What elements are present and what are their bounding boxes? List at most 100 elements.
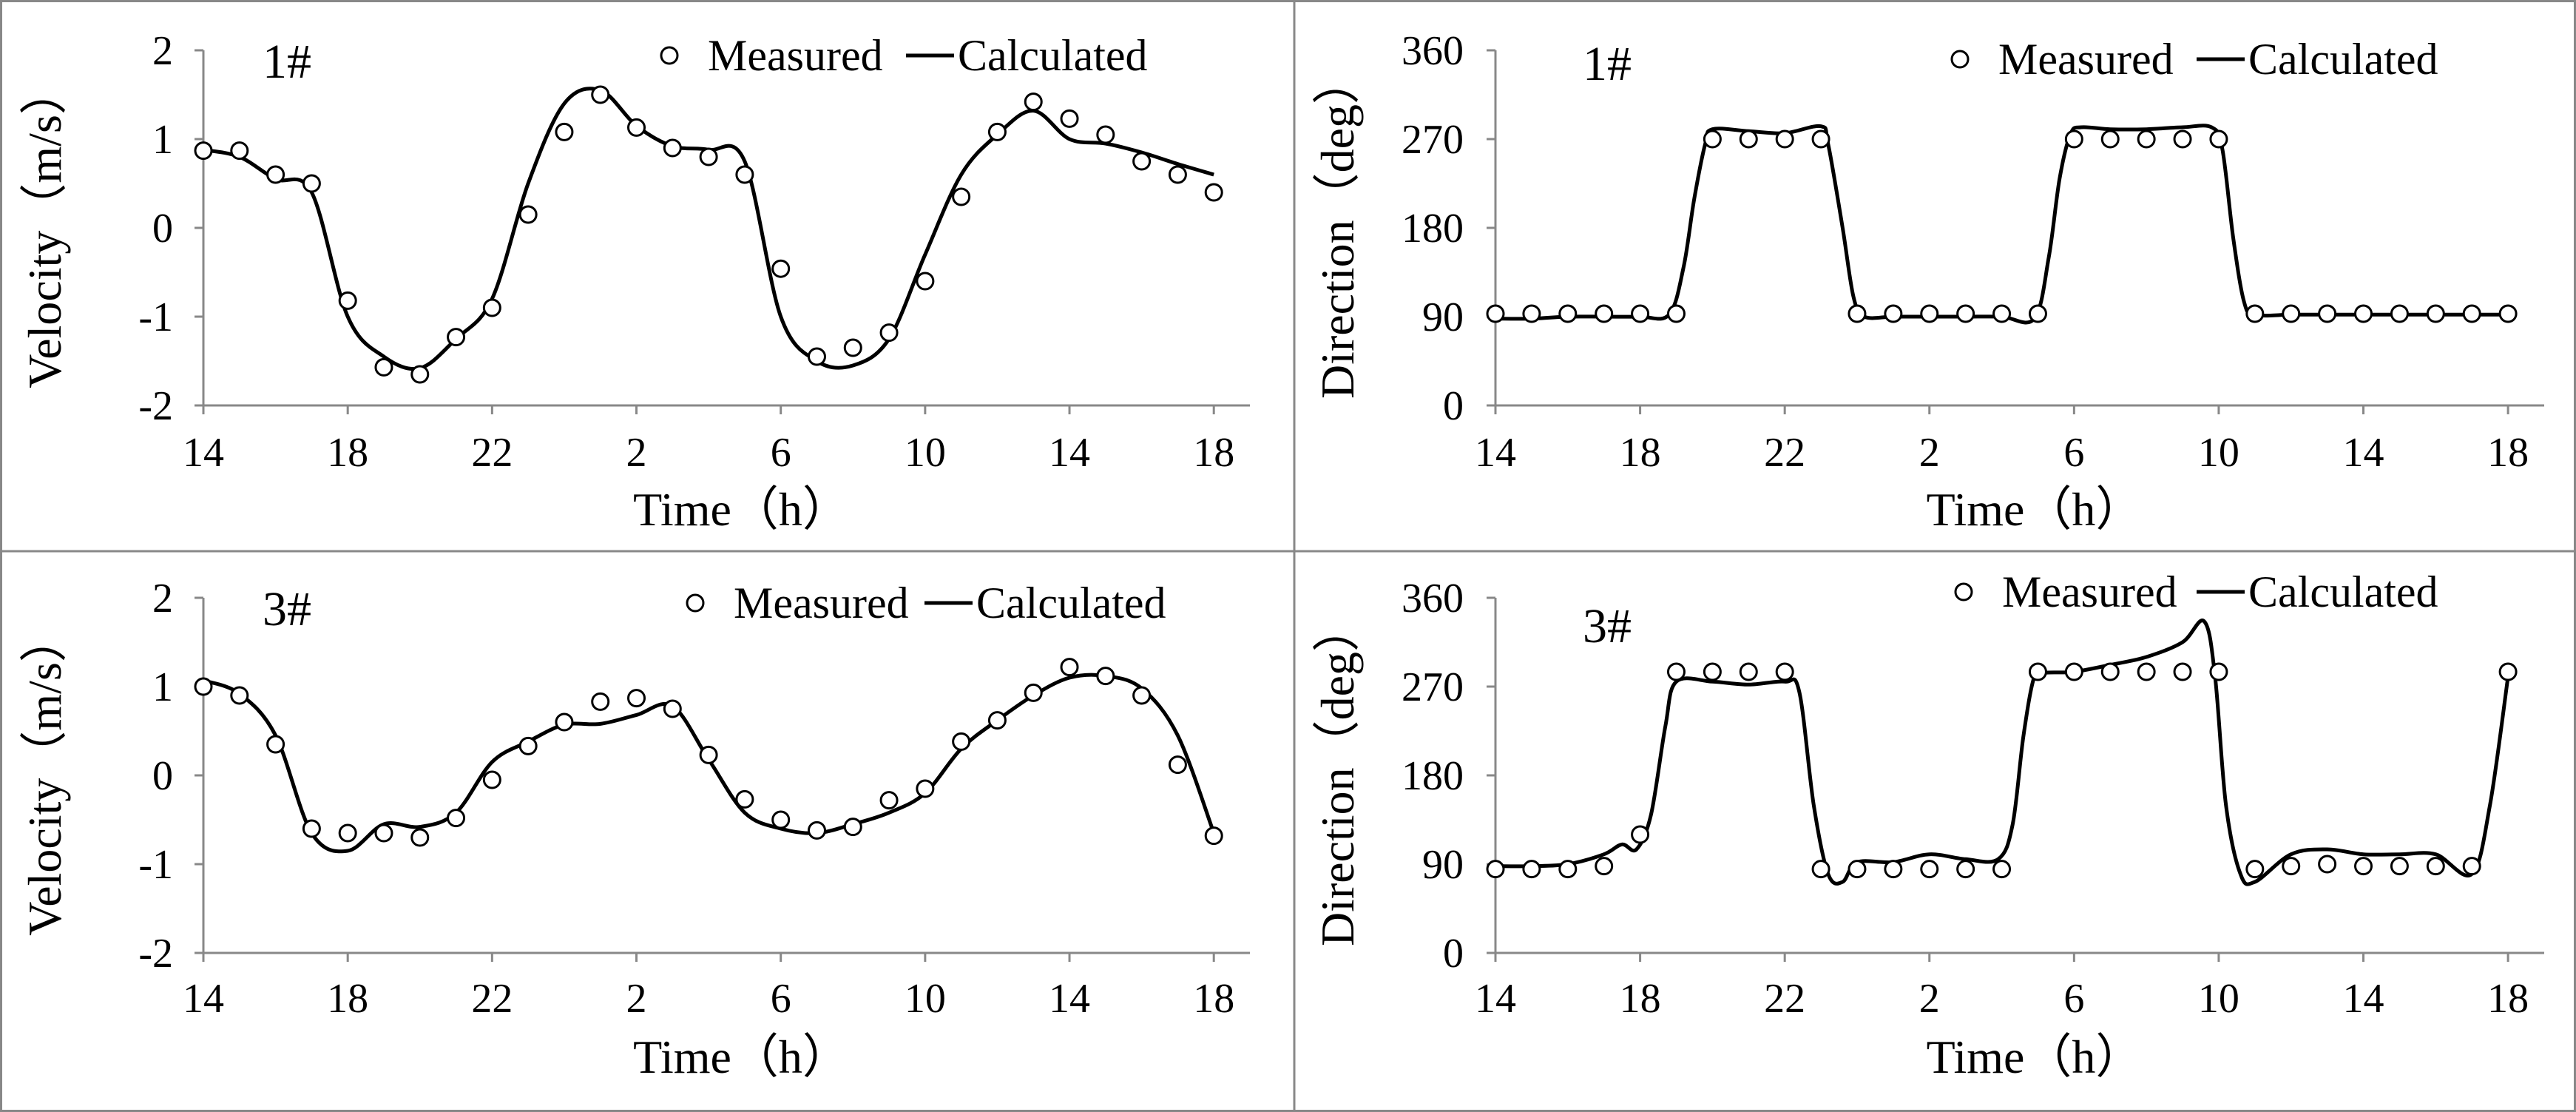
measured-point <box>2245 860 2265 879</box>
x-tick-label: 18 <box>1193 976 1234 1022</box>
measured-point <box>482 770 501 789</box>
measured-point <box>1884 860 1903 879</box>
measured-point <box>555 712 574 732</box>
x-axis-label: Time（h） <box>1927 483 2143 536</box>
measured-point <box>2426 857 2445 876</box>
measured-point <box>1595 857 1614 876</box>
measured-point <box>1848 860 1867 879</box>
measured-point <box>2245 304 2265 323</box>
measured-point <box>1992 860 2012 879</box>
measured-point <box>735 165 754 184</box>
x-axis-label: Time（h） <box>633 483 850 536</box>
measured-point <box>1631 304 1650 323</box>
measured-point <box>1024 92 1043 112</box>
measured-point <box>879 791 899 810</box>
x-tick-label: 2 <box>626 976 647 1022</box>
measured-point <box>194 141 213 161</box>
measured-point <box>627 689 646 708</box>
measured-point <box>2318 304 2337 323</box>
measured-point <box>952 732 971 751</box>
measured-point <box>1558 304 1578 323</box>
measured-point <box>2354 857 2373 876</box>
measured-point <box>663 138 682 158</box>
measured-point <box>1096 667 1115 686</box>
x-axis-label: Time（h） <box>1927 1031 2143 1083</box>
measured-point <box>2100 129 2120 149</box>
x-tick-label: 6 <box>771 430 791 476</box>
panel-tag: 3# <box>263 582 311 636</box>
y-tick-label: 0 <box>1443 383 1464 429</box>
measured-point <box>807 347 826 366</box>
x-tick-label: 22 <box>471 976 513 1022</box>
measured-point <box>2173 129 2192 149</box>
y-axis-label: Direction（deg） <box>1311 604 1364 946</box>
legend-measured-label: Measured <box>1998 35 2174 84</box>
measured-point <box>555 122 574 141</box>
legend-measured-marker <box>686 593 705 613</box>
x-tick-label: 18 <box>1620 976 1661 1022</box>
y-tick-label: -1 <box>138 294 173 340</box>
measured-point <box>1024 683 1043 702</box>
x-tick-label: 14 <box>1475 430 1516 476</box>
x-tick-label: 14 <box>2343 976 2384 1022</box>
y-tick-label: 90 <box>1422 294 1464 340</box>
measured-point <box>2137 662 2156 681</box>
measured-point <box>1204 183 1223 202</box>
x-tick-label: 22 <box>471 430 513 476</box>
measured-point <box>1060 658 1079 677</box>
measured-point <box>2028 662 2047 681</box>
y-tick-label: 0 <box>1443 931 1464 977</box>
measured-point <box>2209 662 2228 681</box>
legend-calculated-label: Calculated <box>2248 567 2438 616</box>
measured-point <box>843 818 862 837</box>
measured-point <box>410 365 430 384</box>
legend-calculated-label: Calculated <box>2248 35 2438 84</box>
measured-point <box>2318 855 2337 874</box>
measured-point <box>1522 860 1541 879</box>
measured-point <box>2354 304 2373 323</box>
y-tick-label: -1 <box>138 842 173 888</box>
measured-point <box>1703 662 1722 681</box>
measured-point <box>2064 129 2083 149</box>
measured-point <box>699 147 718 166</box>
measured-point <box>1811 860 1830 879</box>
measured-point <box>1168 165 1187 184</box>
y-tick-label: -2 <box>138 931 173 977</box>
measured-point <box>2390 857 2409 876</box>
y-tick-label: 180 <box>1402 206 1464 252</box>
measured-point <box>410 828 430 847</box>
x-tick-label: 22 <box>1764 430 1805 476</box>
measured-point <box>266 735 285 754</box>
x-tick-label: 10 <box>2198 976 2239 1022</box>
measured-point <box>1558 860 1578 879</box>
x-tick-label: 14 <box>183 976 224 1022</box>
y-tick-label: -2 <box>138 383 173 429</box>
x-tick-label: 18 <box>1620 430 1661 476</box>
measured-point <box>374 823 393 843</box>
measured-point <box>518 736 538 755</box>
measured-point <box>1060 109 1079 128</box>
measured-point <box>2209 129 2228 149</box>
y-tick-label: 90 <box>1422 842 1464 888</box>
measured-point <box>230 686 249 705</box>
x-tick-label: 14 <box>183 430 224 476</box>
x-tick-label: 18 <box>2487 430 2529 476</box>
measured-point <box>1811 129 1830 149</box>
measured-point <box>1522 304 1541 323</box>
x-tick-label: 18 <box>327 976 368 1022</box>
measured-point <box>2498 304 2518 323</box>
measured-point <box>194 677 213 696</box>
measured-point <box>266 165 285 184</box>
calculated-series-line <box>203 87 1214 371</box>
measured-point <box>1595 304 1614 323</box>
y-tick-label: 270 <box>1402 664 1464 710</box>
y-tick-label: 0 <box>152 206 173 252</box>
measured-point <box>843 338 862 357</box>
measured-point <box>1168 755 1187 775</box>
measured-point <box>1956 304 1975 323</box>
x-tick-label: 6 <box>2063 430 2084 476</box>
